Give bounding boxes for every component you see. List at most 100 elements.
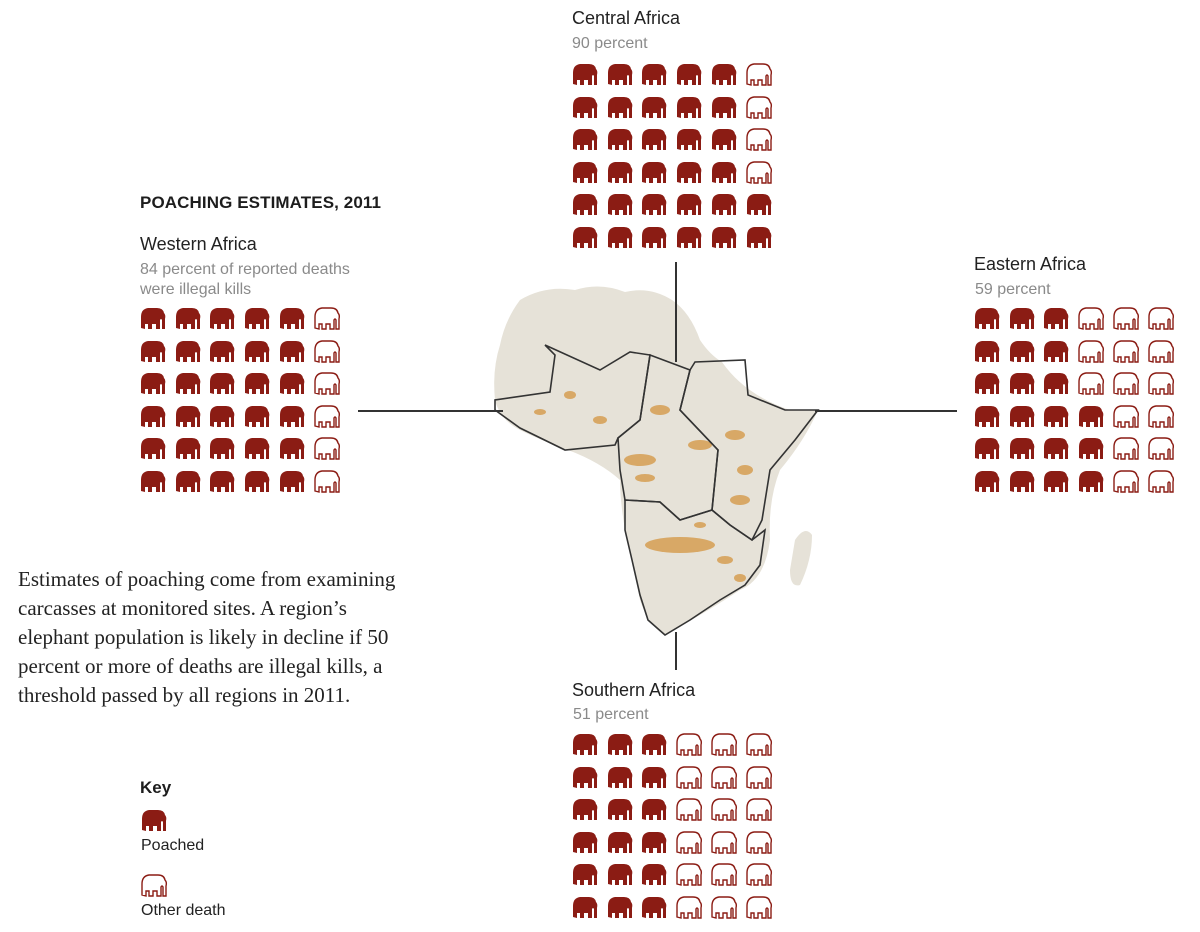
poached-elephant-icon [639, 764, 669, 792]
other-death-elephant-icon [1111, 468, 1141, 496]
poached-elephant-icon [277, 305, 307, 333]
other-death-elephant-icon [744, 61, 774, 89]
other-death-elephant-icon [709, 829, 739, 857]
poached-elephant-icon [138, 305, 168, 333]
poached-elephant-icon [1007, 338, 1037, 366]
poached-elephant-icon [972, 403, 1002, 431]
other-death-elephant-icon [1111, 435, 1141, 463]
poached-elephant-icon [1041, 468, 1071, 496]
other-death-elephant-icon [312, 468, 342, 496]
poached-elephant-icon [242, 468, 272, 496]
poached-elephant-icon [639, 94, 669, 122]
poached-elephant-icon [709, 224, 739, 252]
other-death-elephant-icon [709, 861, 739, 889]
poached-elephant-icon [138, 435, 168, 463]
poached-elephant-icon [639, 126, 669, 154]
poached-elephant-icon [972, 435, 1002, 463]
poached-elephant-icon [605, 224, 635, 252]
poached-elephant-icon [1007, 468, 1037, 496]
poached-elephant-icon [207, 468, 237, 496]
poached-elephant-icon [1007, 370, 1037, 398]
poached-elephant-icon [242, 403, 272, 431]
poached-elephant-icon [674, 224, 704, 252]
poached-elephant-icon [744, 191, 774, 219]
other-death-elephant-icon [709, 764, 739, 792]
poached-elephant-icon [138, 338, 168, 366]
poached-elephant-icon [605, 861, 635, 889]
poached-elephant-icon [570, 731, 600, 759]
poached-elephant-icon [1041, 403, 1071, 431]
poached-elephant-icon [242, 305, 272, 333]
poached-elephant-icon [138, 403, 168, 431]
other-death-elephant-icon [709, 796, 739, 824]
poached-elephant-icon [570, 764, 600, 792]
other-death-elephant-icon [312, 338, 342, 366]
poached-elephant-icon [605, 61, 635, 89]
other-death-elephant-icon [1146, 370, 1176, 398]
poached-elephant-icon [1076, 403, 1106, 431]
poached-elephant-icon [570, 61, 600, 89]
poached-elephant-icon [1007, 403, 1037, 431]
poached-elephant-icon [207, 305, 237, 333]
poached-elephant-icon [605, 126, 635, 154]
poached-elephant-icon [1007, 305, 1037, 333]
other-death-elephant-icon [1111, 305, 1141, 333]
other-death-elephant-icon [1146, 338, 1176, 366]
other-death-elephant-icon [674, 829, 704, 857]
poached-elephant-icon [674, 61, 704, 89]
poached-elephant-icon [570, 894, 600, 922]
poached-elephant-icon [674, 191, 704, 219]
poached-elephant-icon [709, 191, 739, 219]
poached-elephant-icon [207, 370, 237, 398]
other-death-key-icon [139, 872, 169, 900]
poached-elephant-icon [173, 305, 203, 333]
poached-elephant-icon [709, 159, 739, 187]
poached-elephant-icon [242, 370, 272, 398]
poached-elephant-icon [605, 94, 635, 122]
other-death-elephant-icon [1076, 305, 1106, 333]
other-death-elephant-icon [744, 126, 774, 154]
poached-elephant-icon [1076, 435, 1106, 463]
eastern-leader-line [815, 410, 957, 412]
poached-elephant-icon [138, 370, 168, 398]
poached-elephant-icon [674, 126, 704, 154]
poached-elephant-icon [972, 468, 1002, 496]
eastern-africa-pictogram [972, 305, 1182, 497]
poached-elephant-icon [639, 159, 669, 187]
poached-elephant-icon [242, 435, 272, 463]
poached-elephant-icon [570, 829, 600, 857]
poached-elephant-icon [1041, 338, 1071, 366]
poached-elephant-icon [639, 61, 669, 89]
elephant-range-patches [534, 391, 753, 582]
poached-elephant-icon [639, 191, 669, 219]
other-death-elephant-icon [674, 861, 704, 889]
poached-elephant-icon [639, 796, 669, 824]
poached-elephant-icon [570, 796, 600, 824]
other-death-elephant-icon [1146, 435, 1176, 463]
western-africa-pictogram [138, 305, 348, 497]
poached-elephant-icon [173, 435, 203, 463]
poached-elephant-icon [639, 894, 669, 922]
poached-elephant-icon [605, 159, 635, 187]
other-death-elephant-icon [744, 796, 774, 824]
other-death-elephant-icon [1146, 305, 1176, 333]
poached-elephant-icon [173, 468, 203, 496]
poached-elephant-icon [570, 861, 600, 889]
poached-elephant-icon [207, 435, 237, 463]
poached-elephant-icon [605, 829, 635, 857]
poached-elephant-icon [639, 731, 669, 759]
poached-elephant-icon [972, 305, 1002, 333]
poached-elephant-icon [605, 731, 635, 759]
poached-elephant-icon [277, 435, 307, 463]
other-death-elephant-icon [1146, 468, 1176, 496]
poached-elephant-icon [570, 126, 600, 154]
poached-elephant-icon [605, 191, 635, 219]
central-africa-percent: 90 percent [572, 35, 648, 52]
poached-elephant-icon [138, 468, 168, 496]
other-death-elephant-icon [312, 305, 342, 333]
poached-elephant-icon [242, 338, 272, 366]
chart-title: POACHING ESTIMATES, 2011 [140, 193, 382, 212]
poached-elephant-icon [639, 829, 669, 857]
other-death-elephant-icon [1146, 403, 1176, 431]
western-africa-percent: 84 percent of reported deaths were illeg… [140, 261, 350, 298]
